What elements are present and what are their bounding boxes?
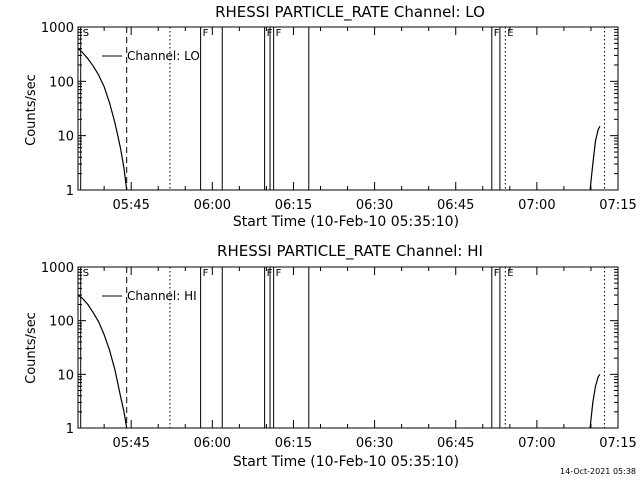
event-marker-label: F: [203, 28, 209, 39]
y-tick-label: 1: [66, 184, 74, 199]
y-axis-label: Counts/sec: [24, 74, 39, 146]
data-series-line: [589, 125, 601, 191]
x-tick-label: 07:15: [599, 198, 636, 213]
chart-title: RHESSI PARTICLE_RATE Channel: HI: [217, 242, 483, 261]
event-marker-label: F: [494, 28, 500, 39]
event-marker-label: S: [83, 268, 89, 279]
x-tick-label: 06:45: [437, 198, 474, 213]
y-tick-label: 1: [66, 422, 74, 437]
event-marker-label: F: [276, 268, 282, 279]
data-series-line: [589, 373, 601, 429]
legend-entry: Channel: LO: [127, 49, 200, 63]
x-tick-label: 07:00: [518, 436, 555, 451]
x-tick-label: 05:45: [112, 436, 149, 451]
y-tick-label: 10: [57, 368, 74, 383]
x-tick-label: 06:15: [275, 198, 312, 213]
y-tick-label: 100: [49, 75, 74, 90]
y-tick-label: 1000: [41, 21, 74, 36]
data-series-line: [77, 48, 128, 191]
event-marker-label: E: [507, 28, 513, 39]
x-axis-label: Start Time (10-Feb-10 05:35:10): [233, 214, 459, 230]
y-tick-label: 1000: [41, 261, 74, 276]
event-marker-label: S: [83, 28, 89, 39]
data-series-line: [77, 294, 128, 429]
x-tick-label: 05:45: [112, 198, 149, 213]
legend-entry: Channel: HI: [127, 289, 197, 303]
y-tick-label: 100: [49, 315, 74, 330]
x-tick-label: 07:15: [599, 436, 636, 451]
chart-title: RHESSI PARTICLE_RATE Channel: LO: [215, 3, 485, 22]
x-axis-label: Start Time (10-Feb-10 05:35:10): [233, 454, 459, 470]
panel-lo-channel: RHESSI PARTICLE_RATE Channel: LO Start T…: [24, 3, 637, 230]
event-marker-label: E: [507, 268, 513, 279]
panel-hi-channel: RHESSI PARTICLE_RATE Channel: HI Start T…: [24, 242, 637, 470]
x-tick-label: 06:45: [437, 436, 474, 451]
x-tick-label: 06:30: [356, 198, 393, 213]
x-tick-label: 06:15: [275, 436, 312, 451]
event-marker-label: F: [494, 268, 500, 279]
event-marker-label: F: [203, 268, 209, 279]
footer-timestamp: 14-Oct-2021 05:38: [560, 467, 636, 476]
event-marker-label: F: [276, 28, 282, 39]
x-tick-label: 07:00: [518, 198, 555, 213]
y-axis-label: Counts/sec: [24, 312, 39, 384]
x-tick-label: 06:00: [194, 198, 231, 213]
y-tick-label: 10: [57, 130, 74, 145]
x-tick-label: 06:00: [194, 436, 231, 451]
x-tick-label: 06:30: [356, 436, 393, 451]
